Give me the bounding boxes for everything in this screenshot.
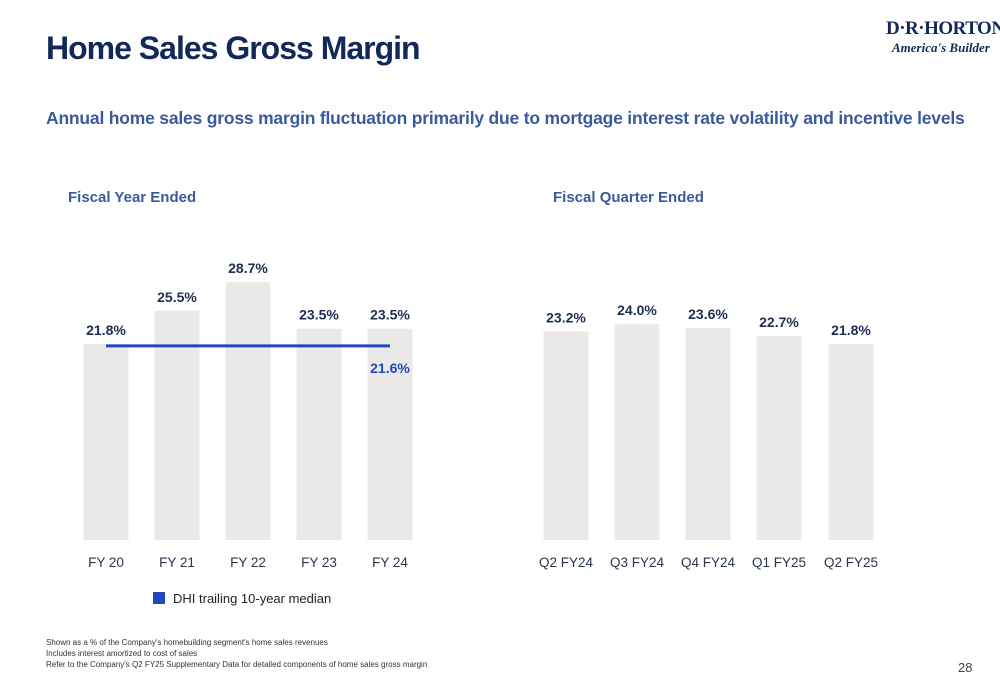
quarter-tick-label: Q3 FY24	[610, 555, 665, 570]
fy-value-label: 28.7%	[228, 260, 268, 276]
quarter-value-label: 23.6%	[688, 306, 728, 322]
company-logo: D·R·HORTON America's Builder	[886, 18, 1000, 62]
quarter-bar	[614, 324, 660, 540]
page-title: Home Sales Gross Margin	[46, 30, 421, 66]
quarter-value-label: 24.0%	[617, 302, 657, 318]
fy-tick-label: FY 20	[88, 555, 124, 570]
logo-wordmark: D·R·HORTON	[886, 18, 1000, 39]
legend-label-median: DHI trailing 10-year median	[173, 590, 332, 606]
quarter-tick-label: Q2 FY25	[824, 555, 878, 570]
page-subtitle: Annual home sales gross margin fluctuati…	[46, 108, 965, 128]
fy-bar	[154, 310, 200, 540]
fy-bar	[296, 328, 342, 540]
fy-bar	[367, 328, 413, 540]
fy-tick-label: FY 21	[159, 555, 195, 570]
fy-tick-label: FY 22	[230, 555, 266, 570]
quarter-tick-label: Q1 FY25	[752, 555, 806, 570]
fy-bar	[83, 344, 129, 540]
quarter-value-label: 22.7%	[759, 314, 799, 330]
fy-value-label: 25.5%	[157, 289, 197, 305]
quarter-bar	[685, 327, 731, 540]
quarter-bar	[543, 331, 589, 540]
quarter-bar	[828, 344, 874, 540]
median-value-label: 21.6%	[370, 360, 410, 376]
quarter-tick-label: Q4 FY24	[681, 555, 736, 570]
fy-value-label: 23.5%	[299, 307, 339, 323]
fy-bar	[225, 281, 271, 540]
quarter-tick-label: Q2 FY24	[539, 555, 594, 570]
fy-value-label: 21.8%	[86, 322, 126, 338]
footnote-1: Shown as a % of the Company's homebuildi…	[46, 638, 328, 647]
fiscal-quarter-chart-title: Fiscal Quarter Ended	[553, 189, 704, 206]
fy-tick-label: FY 24	[372, 555, 408, 570]
fy-tick-label: FY 23	[301, 555, 337, 570]
quarter-value-label: 23.2%	[546, 309, 586, 325]
footnote-3: Refer to the Company's Q2 FY25 Supplemen…	[46, 660, 428, 669]
chart-legend: DHI trailing 10-year median	[153, 589, 331, 607]
page-number: 28	[958, 660, 973, 675]
footnote-2: Includes interest amortized to cost of s…	[46, 649, 198, 658]
quarter-value-label: 21.8%	[831, 322, 871, 338]
legend-swatch-median	[153, 592, 165, 604]
footnotes: Shown as a % of the Company's homebuildi…	[46, 637, 427, 670]
quarter-bar	[756, 335, 802, 540]
fiscal-year-chart-title: Fiscal Year Ended	[68, 189, 197, 206]
fy-value-label: 23.5%	[370, 307, 410, 323]
logo-tagline: America's Builder	[892, 40, 990, 55]
